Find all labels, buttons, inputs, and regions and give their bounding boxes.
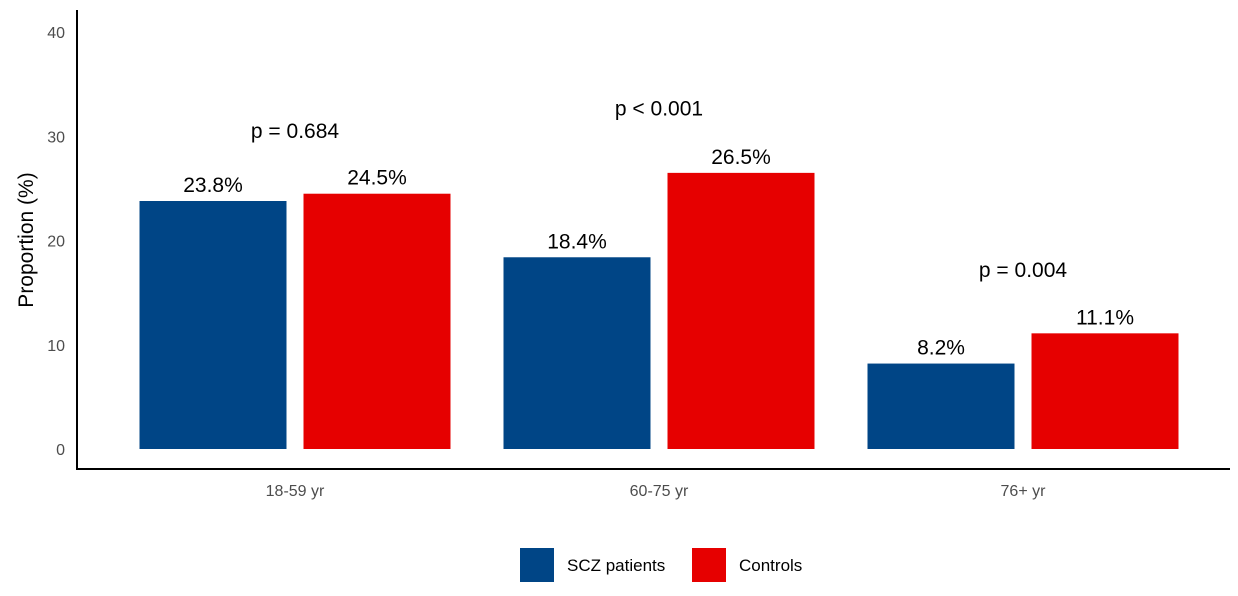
p-value-label: p = 0.684 (251, 120, 339, 143)
x-tick-label: 18-59 yr (266, 483, 325, 500)
y-tick-label: 10 (47, 338, 65, 355)
y-axis-ticks: 0 10 20 30 40 (47, 25, 65, 459)
x-axis-ticks: 18-59 yr 60-75 yr 76+ yr (266, 483, 1046, 500)
x-tick-label: 76+ yr (1001, 483, 1047, 500)
bar-value-label: 23.8% (183, 174, 243, 197)
bar-controls (1031, 333, 1179, 449)
legend-key-scz-patients (520, 548, 554, 582)
legend-label: SCZ patients (567, 556, 665, 575)
bar-labels: 23.8% 24.5% 18.4% 26.5% 8.2% 11.1% (183, 146, 1134, 360)
bar-scz-patients (503, 257, 651, 449)
p-value-label: p = 0.004 (979, 259, 1067, 282)
bars (139, 172, 1179, 449)
bar-value-label: 24.5% (347, 167, 407, 190)
bar-value-label: 8.2% (917, 337, 965, 360)
bar-scz-patients (139, 201, 287, 449)
bar-value-label: 26.5% (711, 146, 771, 169)
y-tick-label: 0 (56, 442, 65, 459)
bar-controls (667, 172, 815, 449)
y-tick-label: 30 (47, 129, 65, 146)
p-value-annotations: p = 0.684 p < 0.001 p = 0.004 (251, 97, 1067, 282)
p-value-label: p < 0.001 (615, 97, 703, 120)
bar-value-label: 18.4% (547, 230, 607, 253)
y-tick-label: 20 (47, 234, 65, 251)
bar-controls (303, 193, 451, 449)
legend-key-controls (692, 548, 726, 582)
legend-label: Controls (739, 556, 802, 575)
legend: SCZ patients Controls (520, 548, 802, 582)
y-tick-label: 40 (47, 25, 65, 42)
y-axis-title: Proportion (%) (15, 172, 38, 307)
bar-value-label: 11.1% (1076, 306, 1134, 329)
bar-scz-patients (867, 363, 1015, 449)
x-tick-label: 60-75 yr (630, 483, 689, 500)
